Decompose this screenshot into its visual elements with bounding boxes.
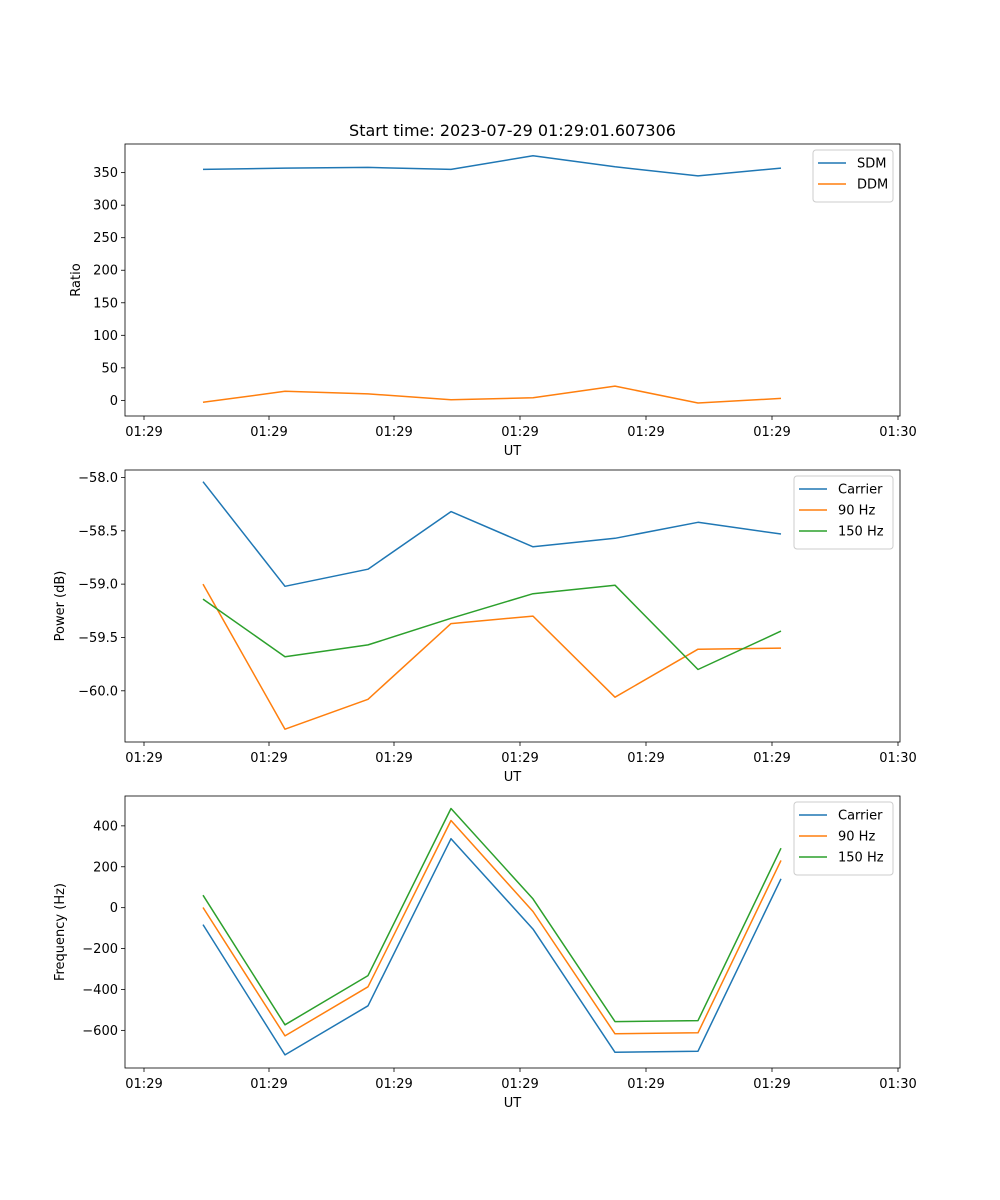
x-tick-label: 01:30: [879, 751, 916, 766]
y-tick-label: 0: [110, 394, 118, 409]
y-tick-label: −58.0: [78, 471, 118, 486]
x-tick-label: 01:29: [753, 1077, 790, 1092]
y-tick-label: −59.5: [78, 631, 118, 646]
x-tick-label: 01:30: [879, 1077, 916, 1092]
axes-2: 01:29 01:29 01:29 01:29 01:29 01:29 01:30 UT −60…: [53, 469, 917, 785]
series-line-carrier: [202, 837, 782, 1056]
series-line-150-hz: [202, 584, 782, 671]
y-axis-label: Frequency (Hz): [53, 883, 68, 981]
figure-title: Start time: 2023-07-29 01:29:01.607306: [349, 121, 676, 140]
x-axis-label: UT: [504, 444, 522, 459]
y-tick-label: 0: [110, 901, 118, 916]
x-tick-label: 01:29: [250, 1077, 287, 1092]
y-tick-label: 400: [93, 819, 118, 834]
series-line-ddm: [202, 385, 782, 404]
y-tick-label: −59.0: [78, 578, 118, 593]
legend-label: 150 Hz: [838, 851, 884, 866]
y-tick-label: −58.5: [78, 524, 118, 539]
legend-label: DDM: [857, 178, 888, 193]
y-tick-label: 250: [93, 231, 118, 246]
x-tick-label: 01:29: [375, 425, 412, 440]
x-tick-label: 01:29: [501, 425, 538, 440]
legend-label: 90 Hz: [838, 504, 875, 519]
axes-frame: [124, 469, 901, 743]
legend-label: 150 Hz: [838, 525, 884, 540]
axes-3: 01:29 01:29 01:29 01:29 01:29 01:29 01:30 UT −60…: [53, 795, 917, 1111]
x-tick-label: 01:29: [627, 751, 664, 766]
x-axis-label: UT: [504, 1096, 522, 1111]
x-tick-label: 01:29: [125, 751, 162, 766]
y-tick-label: 100: [93, 329, 118, 344]
y-tick-label: −400: [82, 983, 118, 998]
x-tick-label: 01:29: [375, 1077, 412, 1092]
series-line-150-hz: [202, 807, 782, 1026]
legend-label: 90 Hz: [838, 830, 875, 845]
x-tick-label: 01:29: [501, 1077, 538, 1092]
legend-label: Carrier: [838, 809, 883, 824]
x-tick-label: 01:29: [375, 751, 412, 766]
y-axis-label: Ratio: [69, 263, 84, 296]
x-tick-label: 01:29: [501, 751, 538, 766]
axes-1: 01:29 01:29 01:29 01:29 01:29 01:29 01:30 UT 0 50…: [69, 143, 917, 459]
axes-frame: [124, 795, 901, 1069]
y-tick-label: −200: [82, 942, 118, 957]
x-axis-label: UT: [504, 770, 522, 785]
y-tick-label: −60.0: [78, 684, 118, 699]
legend: Carrier 90 Hz 150 Hz: [793, 475, 894, 550]
y-tick-label: 350: [93, 166, 118, 181]
x-tick-label: 01:29: [627, 1077, 664, 1092]
x-tick-label: 01:29: [627, 425, 664, 440]
x-tick-label: 01:29: [125, 1077, 162, 1092]
y-tick-label: 200: [93, 264, 118, 279]
y-tick-label: −600: [82, 1024, 118, 1039]
legend: SDM DDM: [812, 149, 894, 203]
x-tick-label: 01:29: [125, 425, 162, 440]
y-tick-label: 300: [93, 199, 118, 214]
y-tick-label: 150: [93, 296, 118, 311]
series-line-90-hz: [202, 583, 782, 730]
x-tick-label: 01:29: [753, 751, 790, 766]
axes-frame: [124, 143, 901, 417]
legend-label: Carrier: [838, 483, 883, 498]
y-axis-label: Power (dB): [53, 571, 68, 642]
y-tick-label: 50: [101, 361, 118, 376]
axes-root: 01:29 01:29 01:29 01:29 01:29 01:29 01:30 UT 0 50…: [53, 143, 917, 1111]
series-line-90-hz: [202, 819, 782, 1037]
legend: Carrier 90 Hz 150 Hz: [793, 801, 894, 876]
series-line-sdm: [202, 154, 782, 177]
series-line-carrier: [202, 481, 782, 588]
y-tick-label: 200: [93, 860, 118, 875]
x-tick-label: 01:30: [879, 425, 916, 440]
x-tick-label: 01:29: [250, 425, 287, 440]
x-tick-label: 01:29: [753, 425, 790, 440]
legend-label: SDM: [857, 157, 886, 172]
x-tick-label: 01:29: [250, 751, 287, 766]
